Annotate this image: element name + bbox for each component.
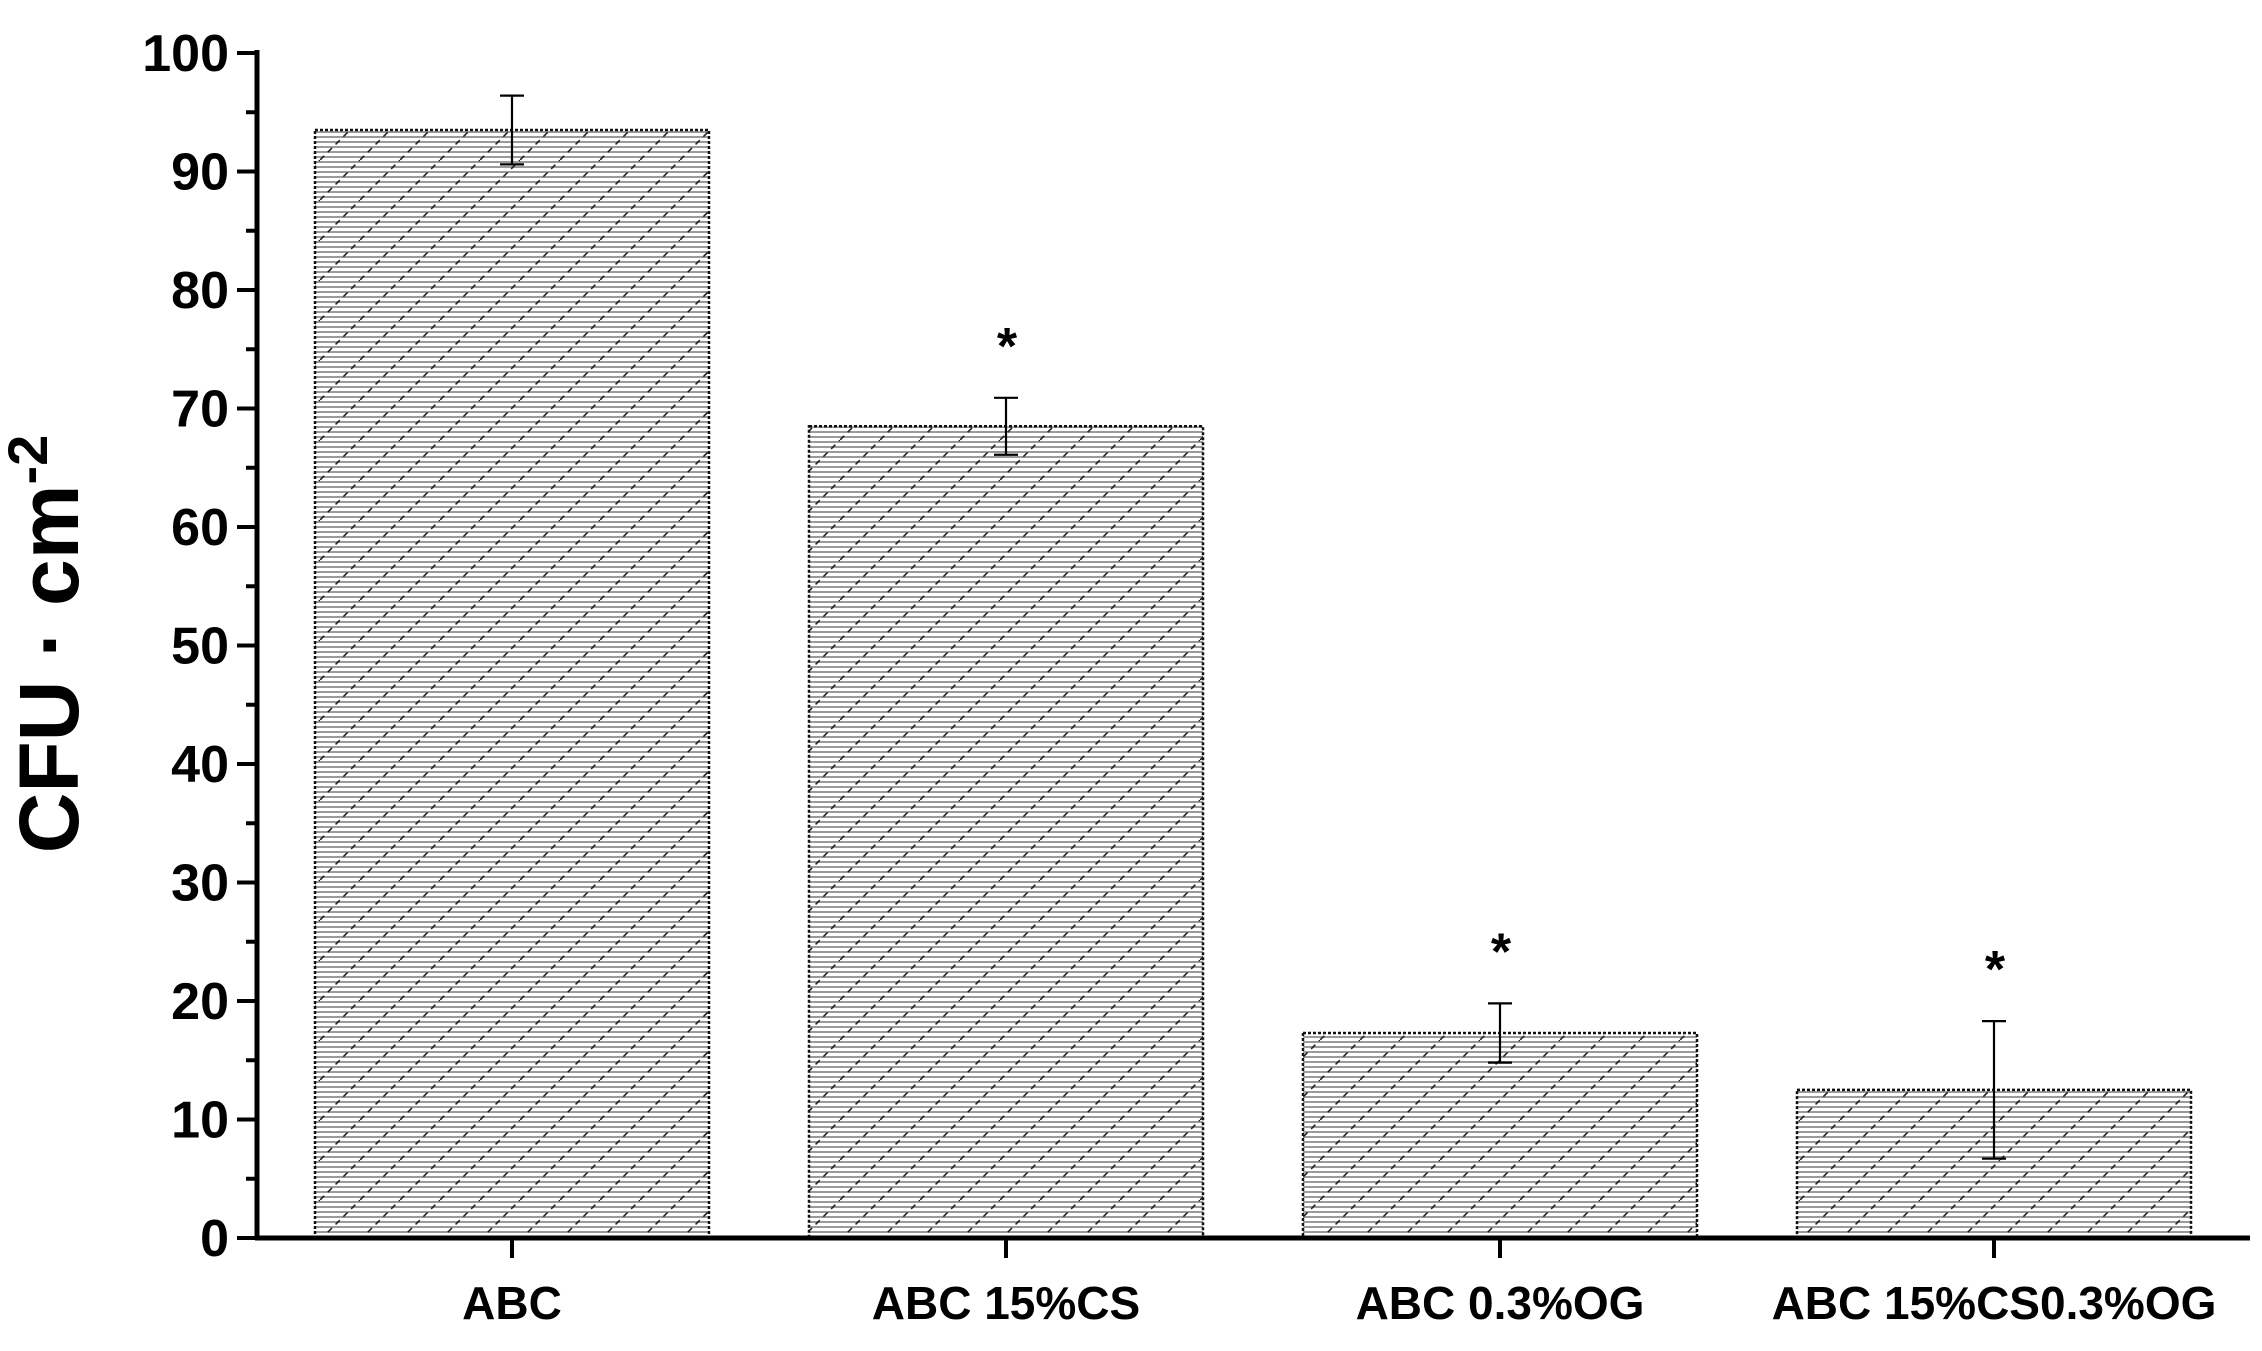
- y-tick-label-0: 0: [200, 1210, 229, 1268]
- y-tick-label-2: 20: [171, 973, 229, 1031]
- y-axis-label-superscript: -2: [0, 435, 59, 485]
- y-tick-label-4: 40: [171, 736, 229, 794]
- y-axis-label-main: CFU · cm: [2, 485, 96, 854]
- bars-layer: [313, 128, 2193, 1240]
- bar-0: [313, 128, 711, 1240]
- significance-layer: * * *: [997, 318, 2006, 999]
- y-tick-label-6: 60: [171, 499, 229, 557]
- x-tick-label-2: ABC 0.3%OG: [1356, 1277, 1645, 1329]
- significance-star-1: *: [997, 318, 1018, 376]
- y-tick-label-1: 10: [171, 1092, 229, 1150]
- bar-2: [1301, 1031, 1699, 1240]
- error-bar-2: [1488, 1002, 1512, 1064]
- x-tick-label-1: ABC 15%CS: [872, 1277, 1140, 1329]
- y-ticks-layer: 0 10 20 30 40 50 60 70 80 90 100: [142, 25, 257, 1268]
- error-bar-0: [500, 94, 524, 166]
- y-tick-label-3: 30: [171, 855, 229, 913]
- bar-1: [807, 425, 1205, 1240]
- y-axis-label: CFU · cm-2: [0, 435, 96, 854]
- y-tick-label-7: 70: [171, 381, 229, 439]
- y-tick-label-8: 80: [171, 262, 229, 320]
- y-tick-label-9: 90: [171, 144, 229, 202]
- y-tick-label-5: 50: [171, 618, 229, 676]
- x-ticks-layer: ABC ABC 15%CS ABC 0.3%OG ABC 15%CS0.3%OG: [462, 1238, 2216, 1329]
- error-bar-1: [994, 396, 1018, 456]
- y-tick-label-10: 100: [142, 25, 229, 83]
- x-tick-label-0: ABC: [462, 1277, 562, 1329]
- error-bar-3: [1982, 1020, 2006, 1160]
- significance-star-2: *: [1491, 923, 1512, 981]
- x-tick-label-3: ABC 15%CS0.3%OG: [1772, 1277, 2217, 1329]
- error-bars-layer: [500, 94, 2006, 1160]
- significance-star-3: *: [1985, 941, 2006, 999]
